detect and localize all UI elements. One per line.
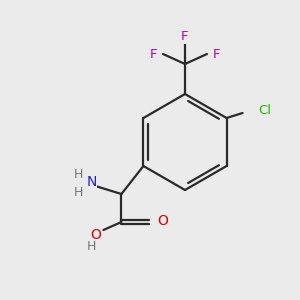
Text: F: F (149, 47, 157, 61)
Text: H: H (74, 167, 83, 181)
Text: F: F (213, 47, 220, 61)
Text: O: O (158, 214, 168, 228)
Text: H: H (74, 185, 83, 199)
Text: F: F (181, 31, 189, 44)
Text: N: N (86, 175, 97, 189)
Text: O: O (91, 228, 101, 242)
Text: Cl: Cl (259, 103, 272, 116)
Text: H: H (87, 241, 96, 254)
